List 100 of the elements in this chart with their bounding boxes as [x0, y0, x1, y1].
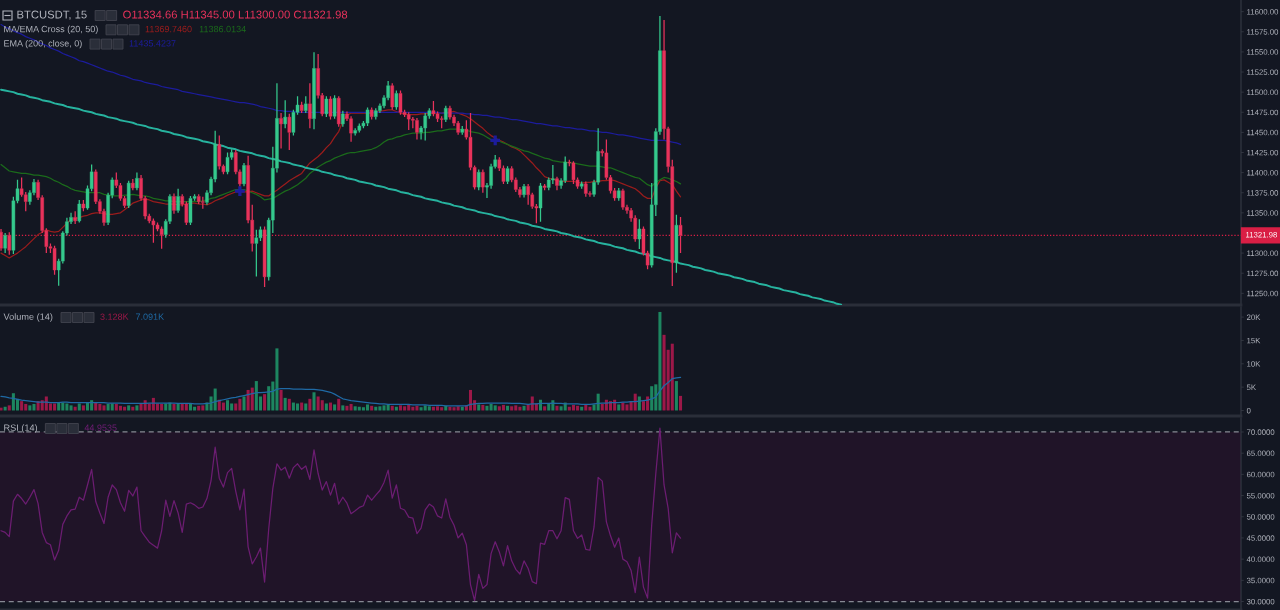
candlestick — [481, 168, 485, 194]
bar — [24, 403, 28, 411]
bar — [283, 397, 287, 411]
annotation: EMA (200, close, 0) — [4, 39, 82, 49]
line-series — [0, 23, 682, 146]
candlestick — [279, 112, 283, 150]
candlestick — [522, 183, 526, 199]
text: BTCUSDT, 15 — [17, 10, 87, 20]
annotation: O11334.66 H11345.00 L11300.00 C11321.98 — [123, 10, 348, 19]
bar — [242, 396, 246, 411]
candlestick — [3, 232, 7, 254]
bar — [188, 403, 192, 411]
bar — [514, 405, 518, 411]
bar — [679, 395, 683, 411]
bar — [617, 404, 621, 411]
bar — [658, 311, 662, 411]
bar — [456, 406, 460, 411]
bar — [279, 389, 283, 411]
bar — [547, 403, 551, 411]
bar — [312, 392, 316, 411]
bar — [139, 403, 143, 411]
candlestick — [287, 113, 292, 151]
text: 3.128K — [100, 313, 129, 320]
bar — [378, 406, 382, 411]
bar — [180, 403, 184, 411]
line-series — [0, 88, 843, 305]
bar — [333, 404, 337, 411]
bar — [69, 405, 73, 411]
bar — [419, 407, 423, 411]
candlestick — [415, 117, 419, 141]
bar — [81, 405, 85, 411]
bar — [102, 405, 106, 411]
candlestick — [551, 164, 555, 185]
text: Volume (14) — [3, 313, 53, 322]
bar — [20, 401, 24, 411]
bar — [53, 403, 57, 411]
bar — [353, 406, 357, 411]
text: 7.091K — [135, 313, 165, 320]
bar — [226, 400, 230, 411]
bar — [77, 403, 81, 411]
bar — [341, 405, 345, 411]
bar — [28, 405, 32, 411]
bar — [477, 404, 481, 411]
bar — [230, 403, 234, 411]
bar — [172, 403, 176, 411]
bar — [234, 403, 238, 411]
bar — [337, 398, 341, 411]
bar — [510, 406, 514, 411]
bar — [543, 406, 547, 411]
line-series — [0, 376, 682, 407]
bar — [398, 405, 403, 411]
bar — [662, 334, 666, 411]
candlestick — [0, 228, 3, 252]
candlestick — [308, 82, 312, 129]
bar — [324, 403, 328, 411]
candlestick — [312, 51, 316, 130]
bar — [11, 393, 15, 411]
bar — [250, 387, 254, 411]
bar — [366, 404, 370, 411]
bar — [304, 403, 308, 411]
text: 11435.4237 — [129, 40, 176, 47]
bar — [287, 398, 291, 411]
bar — [440, 407, 444, 411]
candlestick — [151, 217, 156, 244]
bar — [600, 403, 604, 411]
bar — [650, 386, 654, 411]
candlestick — [176, 188, 180, 214]
bar — [555, 405, 559, 411]
candlestick — [242, 162, 246, 187]
bar — [201, 405, 205, 411]
bar — [349, 403, 353, 411]
bar — [7, 405, 11, 411]
bar — [127, 405, 131, 411]
bar — [452, 407, 456, 411]
text: 44.9535 — [84, 424, 117, 431]
candlestick — [678, 216, 683, 254]
bar — [493, 405, 497, 411]
candlestick — [555, 176, 559, 191]
bar — [296, 403, 300, 411]
bar — [436, 406, 440, 411]
candlestick — [637, 218, 642, 250]
line-series — [0, 109, 682, 259]
candlestick — [254, 229, 259, 278]
bar — [403, 406, 407, 411]
bar — [316, 396, 320, 411]
bar — [625, 404, 629, 411]
bar — [32, 403, 36, 411]
bar — [254, 381, 258, 411]
candlestick — [172, 192, 176, 215]
candlestick — [674, 214, 679, 274]
text: 11369.7460 — [145, 25, 192, 33]
bar — [559, 406, 563, 411]
bar — [238, 398, 242, 411]
bar — [98, 403, 102, 411]
bar — [382, 405, 386, 411]
bar — [361, 407, 365, 411]
bar — [263, 394, 267, 411]
bar — [489, 403, 493, 411]
bar — [468, 389, 473, 411]
bar — [308, 398, 312, 411]
